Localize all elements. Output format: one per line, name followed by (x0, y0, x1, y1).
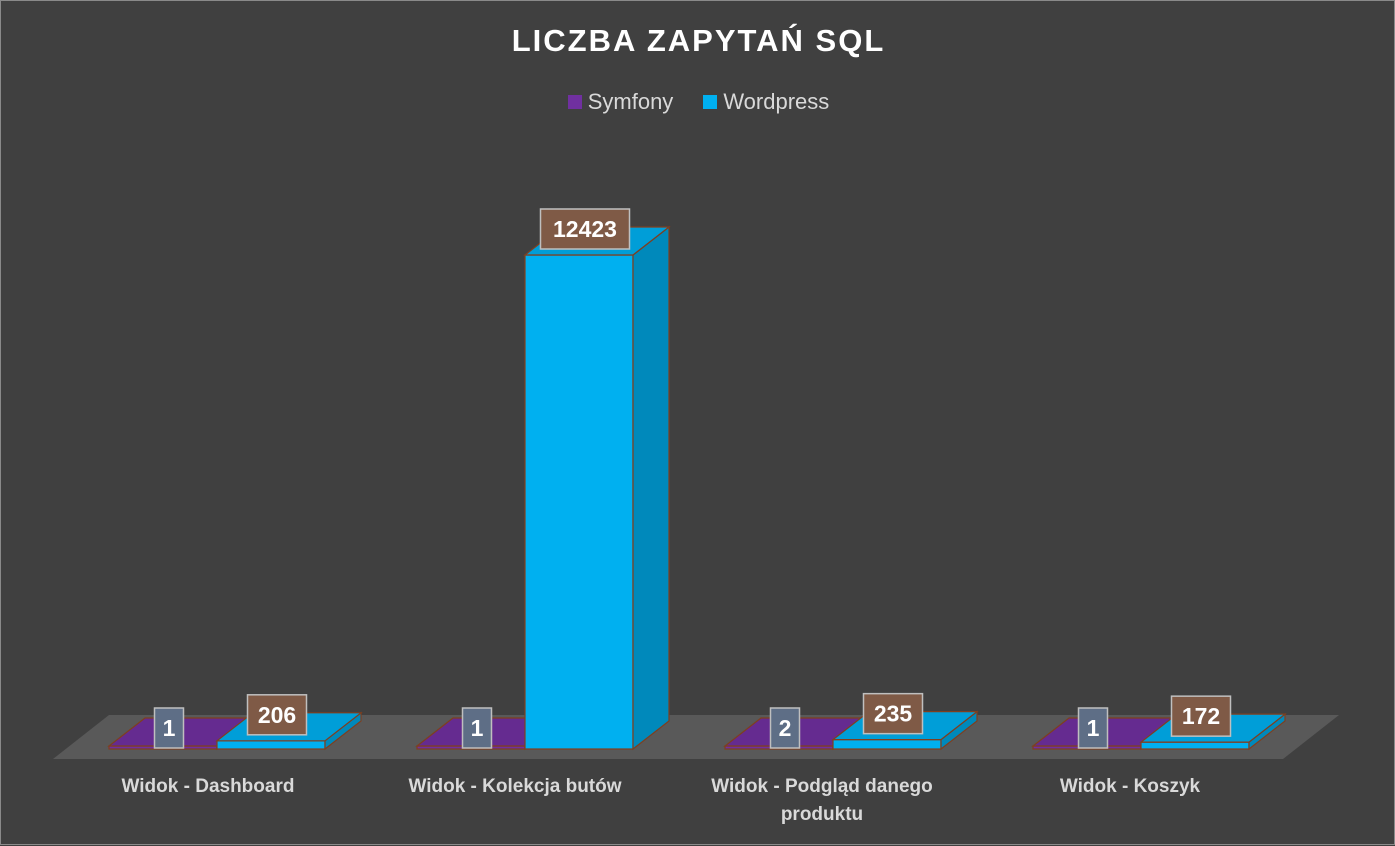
category-label-podglad: Widok - Podgląd danego produktu (711, 776, 933, 825)
wordpress-data-label-0: 206 (258, 702, 296, 728)
category-label-koszyk: Widok - Koszyk (1059, 776, 1201, 797)
wordpress-label-box-3 (1170, 695, 1232, 737)
wordpress-label-box-2 (862, 692, 924, 735)
legend-swatch-wordpress (703, 95, 718, 109)
wordpress-label-box-1 (539, 208, 631, 250)
wordpress-data-label-2: 235 (874, 701, 913, 727)
legend-item-wordpress: Wordpress (703, 89, 829, 115)
wordpress-bar-2-front (832, 739, 942, 750)
symfony-label-box-3 (1077, 707, 1109, 749)
symfony-data-label-3: 1 (1087, 715, 1100, 741)
legend-item-symfony: Symfony (567, 89, 674, 115)
wordpress-bar-1-side (632, 225, 670, 751)
category-label-kolekcja: Widok - Kolekcja butów (408, 776, 622, 797)
wordpress-bar-1-front (524, 254, 634, 750)
symfony-label-box-2 (769, 707, 801, 749)
symfony-data-label-1: 1 (471, 715, 484, 741)
legend-label-symfony: Symfony (587, 89, 674, 114)
wordpress-data-label-1: 12423 (553, 216, 617, 242)
symfony-data-label-0: 1 (163, 715, 176, 741)
wordpress-label-box-0 (246, 694, 308, 736)
chart-floor (53, 715, 1339, 759)
category-label-dashboard: Widok - Dashboard (121, 776, 295, 797)
symfony-data-label-2: 2 (779, 715, 792, 741)
wordpress-bar-3-front (1140, 741, 1250, 750)
chart-legend: Symfony Wordpress (1, 89, 1395, 115)
chart-title: LICZBA ZAPYTAŃ SQL (511, 23, 886, 58)
legend-label-wordpress: Wordpress (723, 89, 830, 114)
wordpress-bar-0-front (216, 740, 326, 750)
legend-swatch-symfony (567, 95, 582, 109)
wordpress-data-label-3: 172 (1182, 703, 1220, 729)
symfony-label-box-1 (461, 707, 493, 749)
symfony-label-box-0 (153, 707, 185, 749)
